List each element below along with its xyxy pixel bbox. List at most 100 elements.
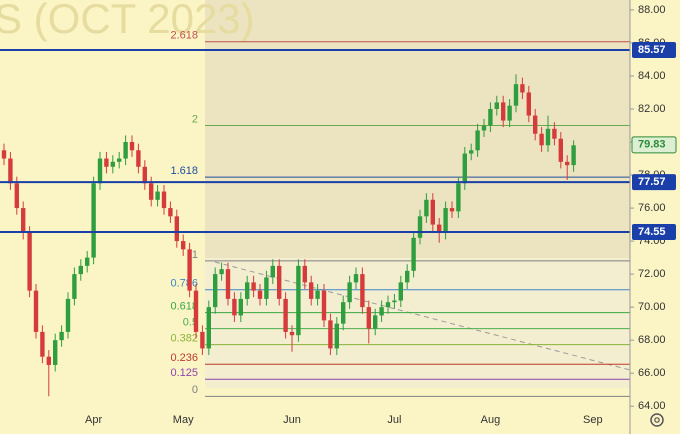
settings-icon[interactable] [650, 413, 664, 427]
candle-body [91, 183, 96, 258]
candle-body [526, 92, 531, 116]
candle-body [347, 282, 352, 303]
candle-body [545, 128, 551, 146]
candle-body [200, 331, 205, 349]
candle-body [40, 331, 45, 357]
candle-body [513, 84, 519, 106]
candle-body [341, 302, 346, 324]
candle-body [117, 158, 122, 162]
candle-body [558, 138, 563, 162]
candle-body [78, 265, 83, 275]
candle-body [8, 158, 13, 184]
candle-body [424, 199, 429, 217]
y-tick-label: 70.00 [638, 301, 666, 313]
candle-body [552, 128, 557, 139]
candle-body [142, 166, 147, 184]
candle-body [129, 142, 135, 151]
candle-body [533, 115, 538, 134]
level-label: 85.57 [638, 44, 666, 56]
candle-body [149, 183, 154, 200]
candle-body [481, 125, 487, 131]
x-tick-label: Apr [85, 414, 102, 426]
fib-label: 1 [192, 249, 198, 261]
candle-body [379, 307, 384, 316]
candle-body [398, 282, 403, 301]
x-tick-label: Sep [583, 414, 603, 426]
candle-body [449, 208, 455, 212]
candle-body [309, 282, 314, 299]
y-tick-label: 66.00 [638, 367, 666, 379]
candle-body [373, 315, 378, 329]
candle-body [264, 277, 269, 299]
candle-body [277, 265, 282, 299]
candle-body [14, 183, 19, 209]
y-tick-label: 88.00 [638, 4, 666, 16]
candle-body [353, 274, 359, 283]
fib-label: 2 [192, 113, 198, 125]
candle-body [104, 158, 109, 167]
candle-body [46, 356, 51, 365]
last-price-label: 79.83 [638, 139, 666, 151]
candle-body [27, 232, 32, 291]
candle-body [270, 265, 275, 278]
candle-body [155, 191, 160, 200]
candle-body [245, 282, 250, 299]
level-box [632, 42, 676, 59]
candle-body [366, 307, 371, 329]
candle-body [136, 150, 141, 167]
candle-body [168, 208, 173, 217]
candle-body [328, 320, 333, 349]
candle-body [456, 183, 461, 212]
level-label: 77.57 [638, 176, 666, 188]
candle-body [33, 290, 39, 332]
candle-body [110, 161, 115, 167]
candle-body [123, 142, 128, 159]
candle-body [238, 298, 243, 316]
candle-body [161, 191, 167, 209]
candle-body [65, 298, 71, 332]
x-tick-label: Jun [283, 414, 301, 426]
fib-label: 0.618 [170, 300, 198, 312]
y-tick-label: 72.00 [638, 268, 666, 280]
candle-body [417, 216, 423, 238]
candle-body [97, 158, 103, 184]
candle-body [21, 208, 26, 233]
candle-body [181, 241, 186, 250]
fib-label: 0 [192, 384, 198, 396]
fib-zone-lower [205, 258, 630, 388]
candle-body [507, 105, 512, 121]
candle-body [443, 208, 448, 233]
candle-body [283, 298, 288, 332]
candle-body [72, 274, 77, 299]
y-tick-label: 84.00 [638, 70, 666, 82]
fib-label: 2.618 [170, 30, 198, 42]
candle-body [411, 237, 416, 271]
watermark: S (OCT 2023) [0, 0, 255, 42]
candle-body [520, 84, 525, 93]
candle-body [315, 290, 320, 299]
candle-body [469, 150, 474, 154]
candle-body [571, 145, 576, 166]
candle-body [174, 216, 179, 242]
y-tick-label: 82.00 [638, 103, 666, 115]
y-tick-label: 76.00 [638, 202, 666, 214]
candle-body [321, 290, 327, 321]
x-tick-label: Jul [387, 414, 401, 426]
candle-body [334, 323, 339, 349]
x-tick-label: Aug [481, 414, 501, 426]
x-tick-label: May [173, 414, 194, 426]
candle-body [392, 300, 397, 303]
candle-body [385, 302, 391, 308]
level-box [632, 224, 676, 241]
fib-label: 0.125 [170, 367, 198, 379]
fib-label: 1.618 [170, 165, 198, 177]
candle-body [437, 224, 442, 233]
candle-body [251, 282, 256, 291]
candle-body [1, 150, 7, 159]
candle-body [501, 102, 506, 121]
y-tick-label: 64.00 [638, 400, 666, 412]
candle-body [430, 199, 435, 225]
candle-body [219, 269, 224, 275]
candle-body [296, 265, 301, 336]
